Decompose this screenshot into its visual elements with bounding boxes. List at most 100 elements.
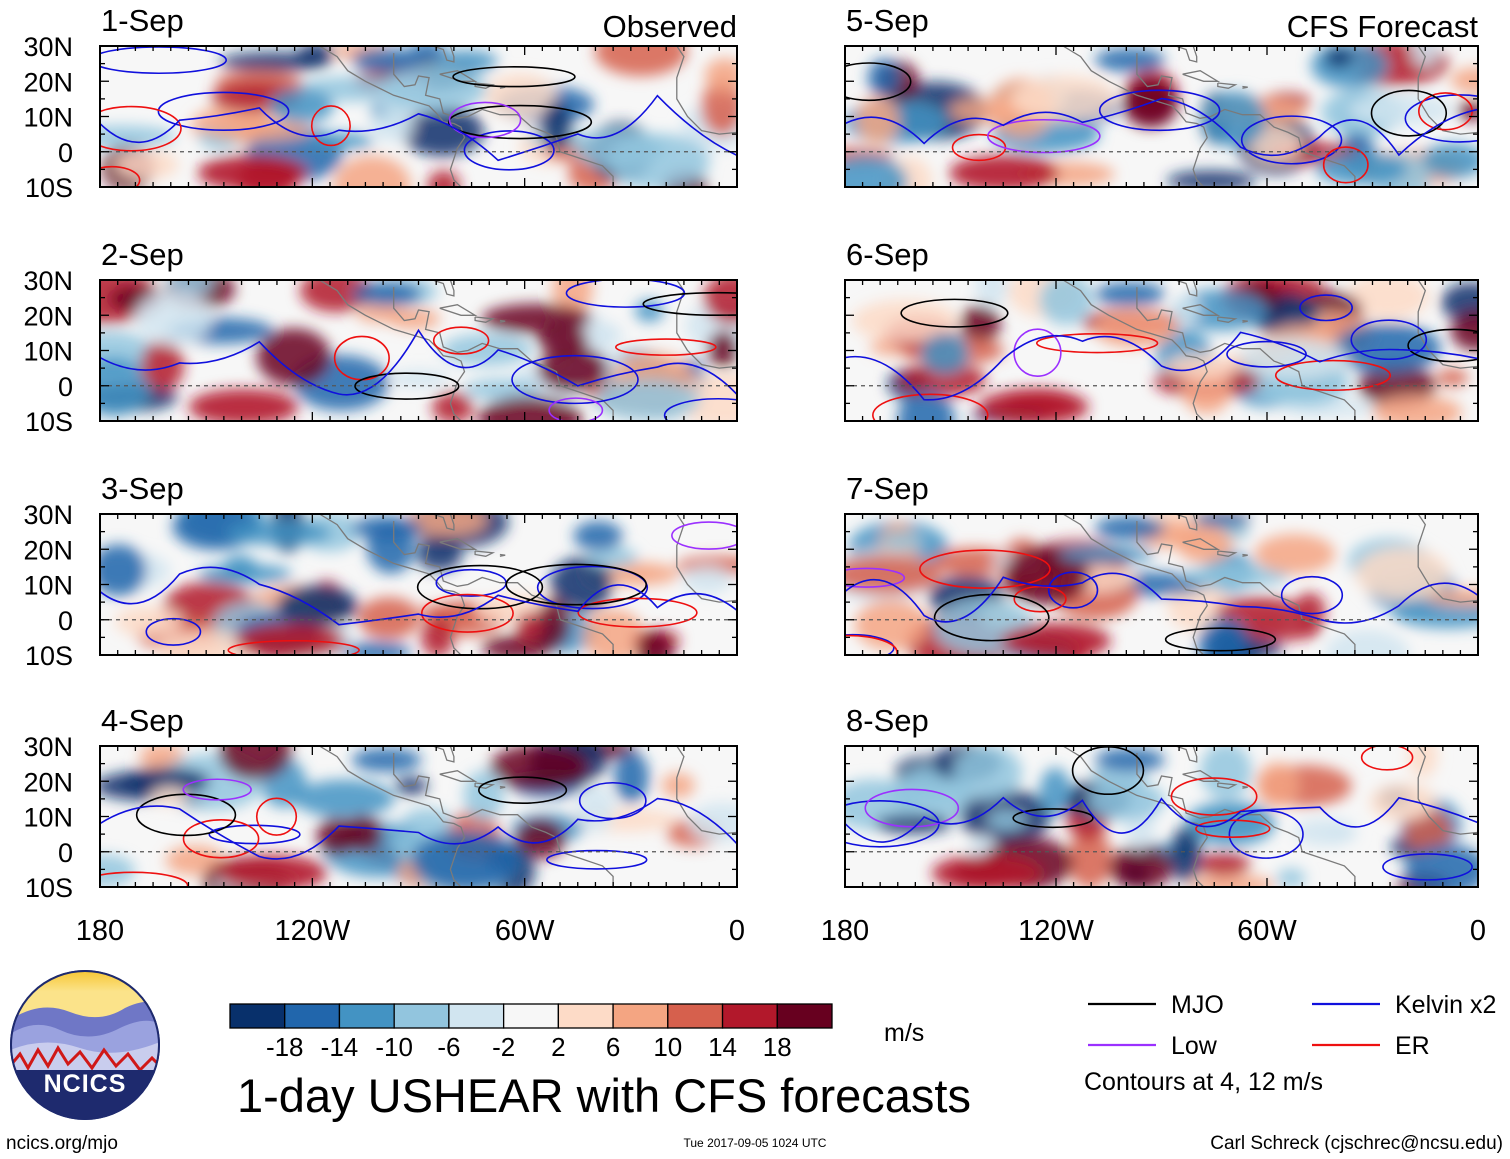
lat-tick-label: 20N xyxy=(23,767,73,797)
legend-label: Low xyxy=(1171,1032,1218,1060)
lon-tick-label: 0 xyxy=(729,915,745,947)
lat-tick-label: 20N xyxy=(23,535,73,565)
lat-tick-label: 10S xyxy=(25,873,73,903)
coastline xyxy=(1062,514,1478,655)
lat-tick-label: 10N xyxy=(23,803,73,833)
colorbar-swatch xyxy=(667,1003,724,1029)
legend-label: ER xyxy=(1395,1032,1430,1060)
panel-date-label: 6-Sep xyxy=(846,237,929,272)
colorbar: -18 -14 -10 -6 -2 2 6 10 14 18 xyxy=(229,1003,833,1062)
lon-tick-label: 120W xyxy=(1018,915,1094,947)
wave-contours xyxy=(100,46,737,187)
lat-tick-label: 20N xyxy=(23,67,73,97)
colorbar-swatch xyxy=(229,1003,286,1029)
colorbar-tick-label: 10 xyxy=(653,1032,682,1062)
colorbar-tick-label: -6 xyxy=(437,1032,460,1062)
lon-tick-label: 180 xyxy=(821,915,869,947)
shear-field xyxy=(845,280,1478,421)
panel-date-label: 3-Sep xyxy=(101,471,184,506)
contour-legend: MJO Kelvin x2 Low ER xyxy=(1088,991,1496,1060)
panel-date-label: 2-Sep xyxy=(101,237,184,272)
lat-tick-label: 30N xyxy=(23,732,73,762)
panel-7-Sep: 7-Sep xyxy=(844,471,1479,656)
colorbar-tick-label: -18 xyxy=(266,1032,304,1062)
shear-field xyxy=(100,46,737,187)
wave-contours xyxy=(845,746,1478,881)
contour-note: Contours at 4, 12 m/s xyxy=(1084,1068,1323,1096)
colorbar-swatch xyxy=(393,1003,450,1029)
shear-field xyxy=(845,46,1478,187)
coastline xyxy=(1062,46,1478,187)
wave-contours xyxy=(100,776,737,887)
legend-label: MJO xyxy=(1171,991,1224,1019)
lat-tick-label: 0 xyxy=(58,138,73,168)
panel-date-label: 4-Sep xyxy=(101,703,184,738)
shear-field xyxy=(100,280,737,421)
panel-date-label: 5-Sep xyxy=(846,3,929,38)
colorbar-swatch xyxy=(502,1003,560,1029)
legend-label: Kelvin x2 xyxy=(1395,991,1496,1019)
lat-tick-label: 0 xyxy=(58,838,73,868)
panel-date-label: 7-Sep xyxy=(846,471,929,506)
wave-contours xyxy=(100,521,737,655)
panel-4-Sep: 30N 20N 10N 0 10S 4-Sep xyxy=(23,703,738,903)
lat-tick-label: 10S xyxy=(25,407,73,437)
observed-column-title: Observed xyxy=(603,9,737,44)
panel-grid: 30N 20N 10N 0 10S 1-Sep 30N 20N 10N 0 10S 2-Sep 30N 2… xyxy=(23,3,1486,947)
timestamp: Tue 2017-09-05 1024 UTC xyxy=(684,1136,827,1150)
lon-tick-label: 180 xyxy=(76,915,124,947)
colorbar-tick-label: 6 xyxy=(606,1032,620,1062)
colorbar-swatch xyxy=(338,1003,395,1029)
ncics-logo: NCICS xyxy=(10,970,160,1120)
colorbar-swatch xyxy=(776,1003,833,1029)
colorbar-swatch xyxy=(612,1003,669,1029)
lon-tick-label: 0 xyxy=(1470,915,1486,947)
panel-6-Sep: 6-Sep xyxy=(844,237,1479,422)
lon-tick-label: 60W xyxy=(1237,915,1297,947)
panel-3-Sep: 30N 20N 10N 0 10S 3-Sep xyxy=(23,471,738,671)
lat-tick-label: 0 xyxy=(58,372,73,402)
lon-tick-label: 120W xyxy=(274,915,350,947)
colorbar-tick-label: -14 xyxy=(321,1032,359,1062)
lat-tick-label: 30N xyxy=(23,500,73,530)
colorbar-tick-label: -2 xyxy=(492,1032,515,1062)
colorbar-tick-label: -10 xyxy=(375,1032,413,1062)
lat-tick-label: 10N xyxy=(23,571,73,601)
shear-field xyxy=(100,746,737,887)
wave-contours xyxy=(845,294,1478,421)
coastline xyxy=(319,746,737,887)
shear-field xyxy=(845,746,1478,887)
panel-5-Sep: 5-Sep xyxy=(844,3,1479,188)
colorbar-swatch xyxy=(721,1003,778,1029)
lat-tick-label: 10S xyxy=(25,173,73,203)
panel-1-Sep: 30N 20N 10N 0 10S 1-Sep xyxy=(23,3,738,203)
wave-contours xyxy=(845,62,1478,184)
panel-date-label: 8-Sep xyxy=(846,703,929,738)
units-label: m/s xyxy=(884,1019,924,1047)
shear-field xyxy=(100,514,737,655)
lat-tick-label: 10N xyxy=(23,337,73,367)
logo-wordmark: NCICS xyxy=(44,1070,127,1098)
lat-tick-label: 30N xyxy=(23,32,73,62)
main-title: 1-day USHEAR with CFS forecasts xyxy=(237,1069,971,1122)
shear-field xyxy=(845,514,1478,655)
colorbar-tick-label: 2 xyxy=(551,1032,565,1062)
colorbar-tick-label: 14 xyxy=(708,1032,737,1062)
colorbar-tick-label: 18 xyxy=(763,1032,792,1062)
website-link[interactable]: ncics.org/mjo xyxy=(6,1133,118,1154)
coastline xyxy=(1062,746,1478,887)
colorbar-swatch xyxy=(557,1003,614,1029)
colorbar-swatch xyxy=(448,1003,505,1029)
lat-tick-label: 0 xyxy=(58,606,73,636)
lat-tick-label: 20N xyxy=(23,301,73,331)
author-credit: Carl Schreck (cjschrec@ncsu.edu) xyxy=(1210,1133,1503,1154)
wave-contours xyxy=(100,280,737,421)
forecast-column-title: CFS Forecast xyxy=(1287,9,1479,44)
lat-tick-label: 30N xyxy=(23,266,73,296)
panel-date-label: 1-Sep xyxy=(101,3,184,38)
lat-tick-label: 10N xyxy=(23,103,73,133)
colorbar-swatch xyxy=(284,1003,341,1029)
lon-tick-label: 60W xyxy=(495,915,555,947)
panel-2-Sep: 30N 20N 10N 0 10S 2-Sep xyxy=(23,237,738,437)
